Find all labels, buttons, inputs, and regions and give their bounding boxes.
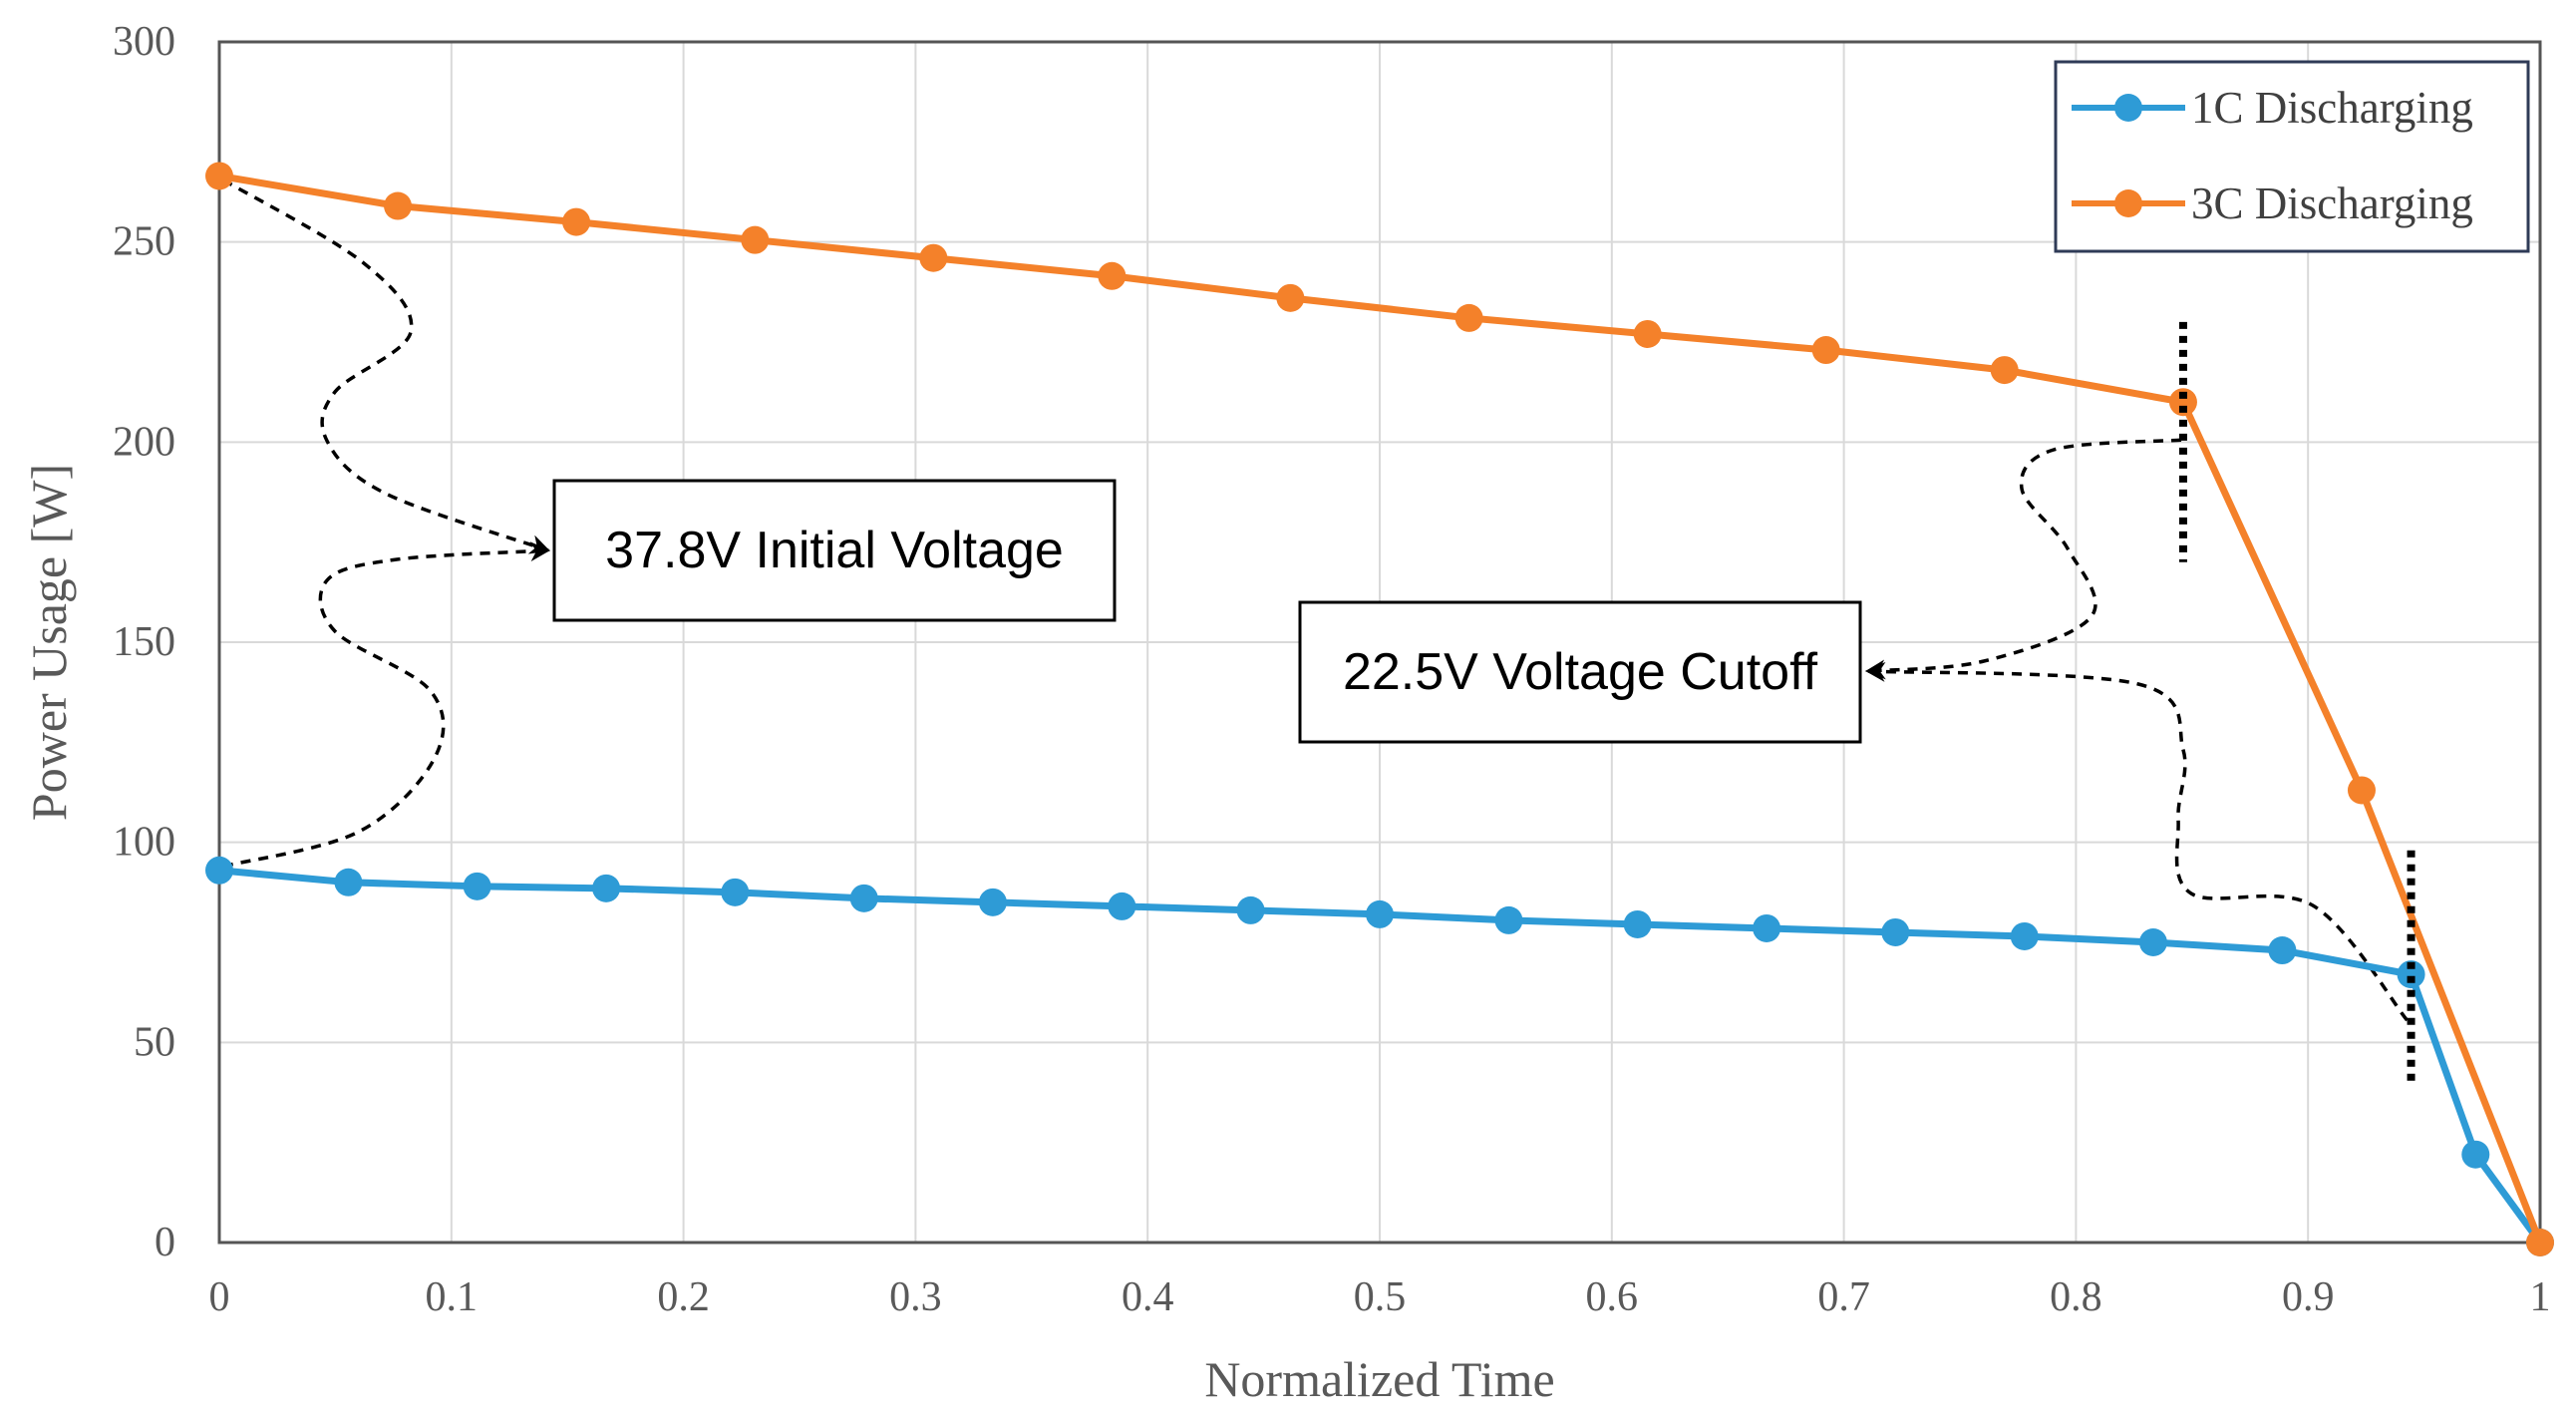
data-point [463,872,491,900]
x-tick-label: 0.2 [657,1274,710,1320]
y-tick-label: 300 [113,19,175,65]
x-tick-label: 0.3 [889,1274,942,1320]
data-point [1454,303,1483,332]
connector-initial-voltage-3c [222,178,550,554]
data-point [1276,283,1305,312]
y-tick-label: 50 [134,1019,175,1065]
legend-label: 3C Discharging [2191,178,2473,228]
x-tick-label: 0.4 [1122,1274,1174,1320]
data-point [2461,1140,2490,1169]
connector-cutoff-1c [1865,661,2409,1022]
x-tick-label: 0.8 [2050,1274,2102,1320]
legend-label: 1C Discharging [2191,83,2473,133]
series-line [218,172,2544,1245]
x-tick-label: 0.1 [426,1274,479,1320]
data-point [1881,917,1910,946]
data-point [2526,1229,2554,1256]
x-tick-label: 0.6 [1586,1274,1639,1320]
data-point [2268,936,2297,965]
legend-swatch-marker [2114,94,2142,122]
x-axis-title: Normalized Time [1204,1351,1554,1407]
annotation-label: 22.5V Voltage Cutoff [1343,643,1818,701]
data-point [1366,899,1394,928]
annotation-box [1298,600,1862,744]
legend-entry-3c: 3C Discharging [2072,178,2473,228]
annotation-connectors [222,178,2409,1022]
data-point [1633,319,1662,348]
data-point [205,856,233,885]
y-tick-label: 200 [113,419,175,465]
legend-box [2054,60,2530,253]
legend-swatch-marker [2114,189,2142,217]
data-point [1623,909,1652,938]
data-point [1811,336,1840,365]
x-tick-label: 0.7 [1817,1274,1870,1320]
data-point [1494,905,1523,934]
annotation-label: 37.8V Initial Voltage [605,522,1064,579]
data-point [384,191,413,220]
data-point [978,888,1007,916]
y-tick-label: 250 [113,219,175,265]
y-tick-label: 100 [113,820,175,866]
x-tick-label: 0.5 [1354,1274,1407,1320]
series-lines [205,162,2554,1256]
data-point [592,874,621,902]
data-point [334,868,363,896]
annotation-initial-voltage: 37.8V Initial Voltage [552,479,1117,622]
connector-initial-voltage-1c [222,541,550,869]
x-tick-label: 0.9 [2282,1274,2335,1320]
data-point [2010,921,2039,950]
data-point [1098,261,1127,290]
connector-cutoff-3c [1865,438,2182,680]
data-point [562,207,591,236]
data-point [1753,913,1781,942]
data-point [2347,776,2376,805]
legend: 1C Discharging 3C Discharging [2054,60,2530,253]
annotation-box [552,479,1117,622]
x-tick-label: 1 [2530,1274,2551,1320]
tick-labels: 0 0.1 0.2 0.3 0.4 0.5 0.6 0.7 0.8 0.9 1 0 50 100 150 20… [113,19,2551,1320]
data-point [721,878,750,906]
data-point [919,243,948,272]
data-point [1990,356,2019,385]
y-axis-title: Power Usage [W] [21,464,77,821]
legend-entry-1c: 1C Discharging [2072,83,2473,133]
series-line [218,867,2543,1246]
cutoff-markers [2178,321,2415,1083]
data-point [2138,928,2167,956]
y-tick-label: 150 [113,619,175,665]
data-point [2397,960,2425,989]
series-3c [205,162,2554,1256]
x-tick-label: 0 [209,1274,230,1320]
data-point [741,225,770,254]
annotation-voltage-cutoff: 22.5V Voltage Cutoff [1298,600,1862,744]
data-point [849,884,878,912]
data-point [1108,891,1136,920]
y-tick-label: 0 [155,1220,175,1265]
data-point [2168,388,2197,417]
data-point [1236,895,1265,924]
data-point [205,162,233,190]
plot-area-frame [217,40,2542,1245]
